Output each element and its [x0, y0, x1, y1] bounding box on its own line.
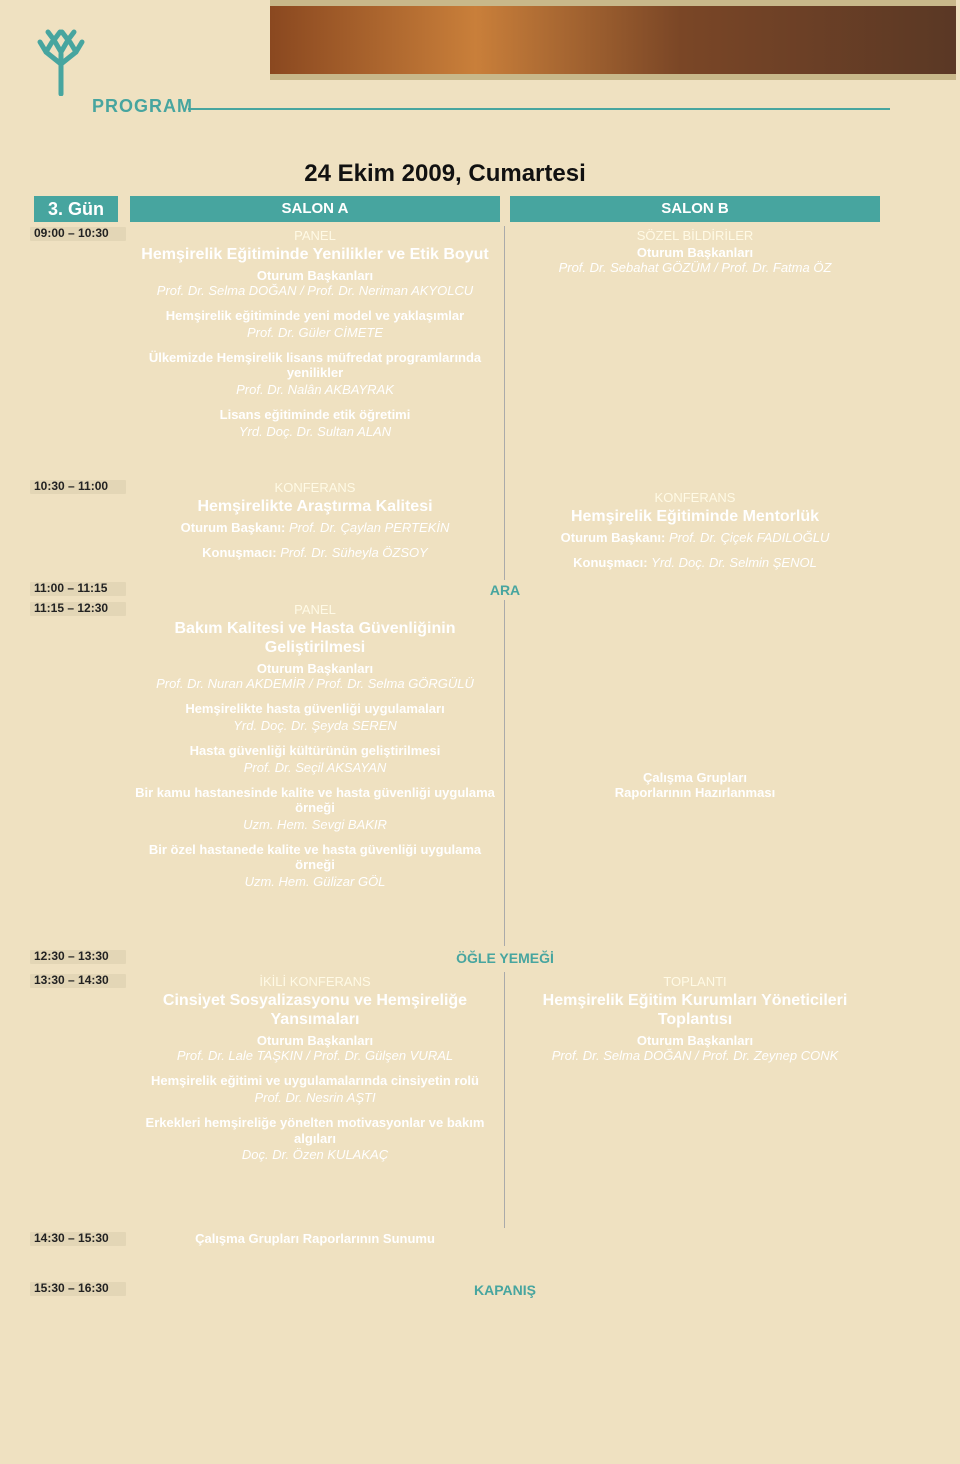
program-header-label: PROGRAM	[92, 96, 193, 117]
break-row: ÖĞLE YEMEĞİ	[130, 949, 880, 967]
session-title: Hemşirelik Eğitim Kurumları Yöneticileri…	[510, 991, 880, 1029]
chair-prefix: Oturum Başkanı:	[561, 530, 669, 545]
talk-title: Lisans eğitiminde etik öğretimi	[130, 407, 500, 423]
column-divider	[504, 972, 505, 1228]
session-type: İKİLİ KONFERANS	[130, 974, 500, 989]
time-label: 12:30 – 13:30	[34, 949, 122, 963]
break-row: ARA	[130, 581, 880, 599]
speaker: Prof. Dr. Nalân AKBAYRAK	[130, 382, 500, 397]
chair-line: Oturum Başkanı: Prof. Dr. Çiçek FADILOĞL…	[510, 530, 880, 545]
chairs: Prof. Dr. Lale TAŞKIN / Prof. Dr. Gülşen…	[130, 1048, 500, 1063]
speaker: Yrd. Doç. Dr. Sultan ALAN	[130, 424, 500, 439]
header-banner	[270, 0, 956, 80]
session-type: KONFERANS	[130, 480, 500, 495]
session-title: Hemşirelik Eğitiminde Mentorlük	[510, 507, 880, 526]
slot6-salon-b: TOPLANTI Hemşirelik Eğitim Kurumları Yön…	[510, 974, 880, 1073]
logo-icon	[34, 24, 88, 96]
speaker-name: Prof. Dr. Süheyla ÖZSOY	[280, 545, 428, 560]
day-tag: 3. Gün	[34, 196, 118, 222]
speaker: Prof. Dr. Güler CİMETE	[130, 325, 500, 340]
column-divider	[504, 226, 505, 580]
session-title: Hemşirelikte Araştırma Kalitesi	[130, 497, 500, 516]
time-label: 13:30 – 14:30	[34, 973, 122, 987]
time-label: 14:30 – 15:30	[34, 1231, 122, 1245]
chairs-label: Oturum Başkanları	[510, 245, 880, 260]
time-label: 09:00 – 10:30	[34, 226, 122, 240]
time-label: 11:15 – 12:30	[34, 601, 122, 615]
slot7-full: Çalışma Grupları Raporlarının Sunumu	[130, 1231, 500, 1246]
date-title: 24 Ekim 2009, Cumartesi	[0, 160, 890, 188]
slot1-salon-a: PANEL Hemşirelik Eğitiminde Yenilikler v…	[130, 228, 500, 449]
speaker: Uzm. Hem. Gülizar GÖL	[130, 874, 500, 889]
speaker: Prof. Dr. Seçil AKSAYAN	[130, 760, 500, 775]
session-type: PANEL	[130, 602, 500, 617]
speaker: Yrd. Doç. Dr. Şeyda SEREN	[130, 718, 500, 733]
speaker-line: Konuşmacı: Yrd. Doç. Dr. Selmin ŞENOL	[510, 555, 880, 570]
workgroup-line2: Raporlarının Hazırlanması	[510, 785, 880, 800]
time-label: 15:30 – 16:30	[34, 1281, 122, 1295]
full-session-title: Çalışma Grupları Raporlarının Sunumu	[130, 1231, 500, 1246]
chairs-label: Oturum Başkanları	[130, 661, 500, 676]
slot4-salon-b: Çalışma Grupları Raporlarının Hazırlanma…	[510, 770, 880, 800]
header-divider	[188, 108, 890, 110]
chairs-label: Oturum Başkanları	[510, 1033, 880, 1048]
workgroup-line1: Çalışma Grupları	[510, 770, 880, 785]
talk-title: Bir özel hastanede kalite ve hasta güven…	[130, 842, 500, 873]
session-title: Hemşirelik Eğitiminde Yenilikler ve Etik…	[130, 245, 500, 264]
slot1-salon-b: SÖZEL BİLDİRİLER Oturum Başkanları Prof.…	[510, 228, 880, 285]
time-label: 10:30 – 11:00	[34, 479, 122, 493]
slot2-salon-b: KONFERANS Hemşirelik Eğitiminde Mentorlü…	[510, 490, 880, 580]
column-divider	[504, 600, 505, 946]
speaker: Prof. Dr. Nesrin AŞTI	[130, 1090, 500, 1105]
chair-line: Oturum Başkanı: Prof. Dr. Çaylan PERTEKİ…	[130, 520, 500, 535]
talk-title: Ülkemizde Hemşirelik lisans müfredat pro…	[130, 350, 500, 381]
chairs-label: Oturum Başkanları	[130, 268, 500, 283]
slot2-salon-a: KONFERANS Hemşirelikte Araştırma Kalites…	[130, 480, 500, 570]
break-row: KAPANIŞ	[130, 1281, 880, 1299]
chairs: Prof. Dr. Selma DOĞAN / Prof. Dr. Zeynep…	[510, 1048, 880, 1063]
session-title: Cinsiyet Sosyalizasyonu ve Hemşireliğe Y…	[130, 991, 500, 1029]
chair-name: Prof. Dr. Çiçek FADILOĞLU	[669, 530, 829, 545]
speaker: Doç. Dr. Özen KULAKAÇ	[130, 1147, 500, 1162]
talk-title: Hasta güvenliği kültürünün geliştirilmes…	[130, 743, 500, 759]
speaker-prefix: Konuşmacı:	[573, 555, 651, 570]
chairs-label: Oturum Başkanları	[130, 1033, 500, 1048]
talk-title: Hemşirelikte hasta güvenliği uygulamalar…	[130, 701, 500, 717]
talk-title: Bir kamu hastanesinde kalite ve hasta gü…	[130, 785, 500, 816]
session-type: PANEL	[130, 228, 500, 243]
speaker-name: Yrd. Doç. Dr. Selmin ŞENOL	[651, 555, 817, 570]
salon-a-header: SALON A	[130, 196, 500, 222]
speaker: Uzm. Hem. Sevgi BAKIR	[130, 817, 500, 832]
chair-prefix: Oturum Başkanı:	[181, 520, 289, 535]
chairs: Prof. Dr. Sebahat GÖZÜM / Prof. Dr. Fatm…	[510, 260, 880, 275]
chairs: Prof. Dr. Nuran AKDEMİR / Prof. Dr. Selm…	[130, 676, 500, 691]
talk-title: Erkekleri hemşireliğe yönelten motivasyo…	[130, 1115, 500, 1146]
session-type: TOPLANTI	[510, 974, 880, 989]
chairs: Prof. Dr. Selma DOĞAN / Prof. Dr. Nerima…	[130, 283, 500, 298]
session-title: Bakım Kalitesi ve Hasta Güvenliğinin Gel…	[130, 619, 500, 657]
speaker-line: Konuşmacı: Prof. Dr. Süheyla ÖZSOY	[130, 545, 500, 560]
session-type: SÖZEL BİLDİRİLER	[510, 228, 880, 243]
slot6-salon-a: İKİLİ KONFERANS Cinsiyet Sosyalizasyonu …	[130, 974, 500, 1172]
salon-b-header: SALON B	[510, 196, 880, 222]
talk-title: Hemşirelik eğitimi ve uygulamalarında ci…	[130, 1073, 500, 1089]
chair-name: Prof. Dr. Çaylan PERTEKİN	[289, 520, 449, 535]
slot4-salon-a: PANEL Bakım Kalitesi ve Hasta Güvenliğin…	[130, 602, 500, 899]
session-type: KONFERANS	[510, 490, 880, 505]
speaker-prefix: Konuşmacı:	[202, 545, 280, 560]
talk-title: Hemşirelik eğitiminde yeni model ve yakl…	[130, 308, 500, 324]
time-label: 11:00 – 11:15	[34, 581, 122, 595]
